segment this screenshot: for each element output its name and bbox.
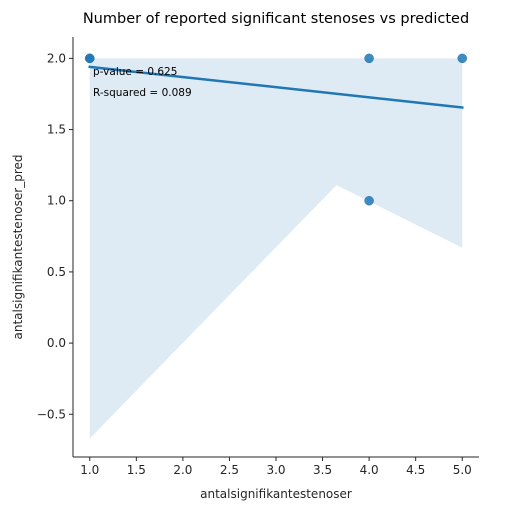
x-tick-label-4: 3.0: [266, 463, 285, 477]
x-axis-title: antalsignifikantestenoser: [200, 487, 352, 501]
x-tick-label-0: 1.0: [80, 463, 99, 477]
y-tick-label-5: 2.0: [47, 51, 66, 65]
y-tick-label-0: −0.5: [37, 407, 66, 421]
x-tick-label-2: 2.0: [173, 463, 192, 477]
plot-area: 1.0 1.5 2.0 2.5 3.0 3.5 4.0 4.5 5.0 −0.5 0.0 0.5 1.0…: [37, 37, 479, 477]
x-tick-label-8: 5.0: [453, 463, 472, 477]
x-tick-label-3: 2.5: [220, 463, 239, 477]
data-point-5: [457, 53, 467, 64]
y-tick-label-4: 1.5: [47, 123, 66, 137]
y-tick-label-3: 1.0: [47, 194, 66, 208]
data-point-3: [364, 53, 374, 64]
y-axis-title: antalsignifikantestenoser_pred: [11, 155, 25, 340]
y-tick-label-1: 0.0: [47, 336, 66, 350]
chart-title: Number of reported significant stenoses …: [83, 11, 469, 27]
y-tick-label-2: 0.5: [47, 265, 66, 279]
regression-line: [88, 65, 464, 109]
r-squared-annotation: R-squared = 0.089: [93, 87, 192, 99]
p-value-annotation: p-value = 0.625: [93, 66, 177, 78]
x-tick-label-7: 4.5: [406, 463, 425, 477]
data-point-4: [364, 195, 374, 206]
x-tick-label-6: 4.0: [360, 463, 379, 477]
confidence-band: [89, 58, 463, 439]
x-tick-label-5: 3.5: [313, 463, 332, 477]
x-tick-label-1: 1.5: [127, 463, 146, 477]
data-point-2: [85, 53, 95, 64]
